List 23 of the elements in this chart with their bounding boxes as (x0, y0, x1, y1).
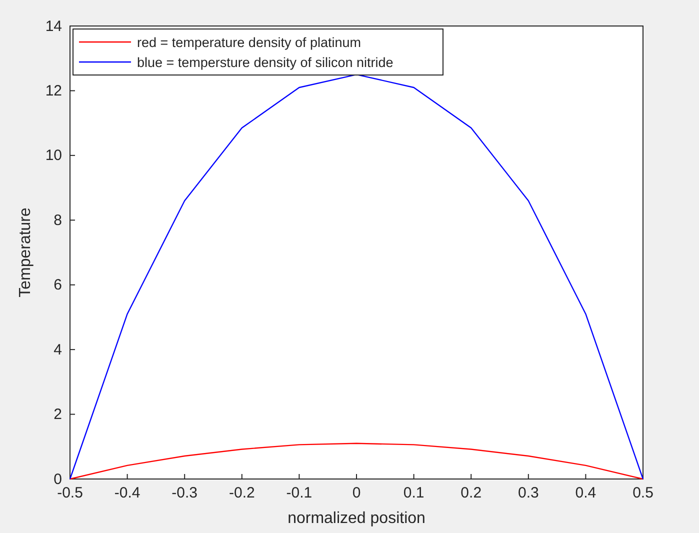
y-tick-label: 6 (54, 276, 62, 294)
y-tick-label: 12 (45, 82, 62, 100)
x-tick-label: 0 (352, 484, 361, 502)
line-series (69, 74, 644, 480)
y-tick-label: 2 (54, 406, 62, 424)
x-tick-label: 0.3 (518, 484, 539, 502)
y-tick-label: 10 (45, 147, 62, 164)
x-tick-label: 0.2 (460, 484, 482, 502)
legend-label: blue = tempersture density of silicon nitride (137, 55, 394, 70)
x-tick-label: -0.3 (172, 484, 198, 502)
x-tick-label: 0.5 (632, 484, 654, 502)
legend-label: red = temperature density of platinum (137, 35, 361, 50)
x-tick-label: -0.1 (286, 484, 312, 502)
y-axis-title: Temperature (17, 207, 34, 298)
y-tick-label: 14 (45, 18, 62, 35)
x-axis-title: normalized position (288, 510, 426, 527)
x-tick-label: 0.1 (403, 484, 424, 502)
x-tick-label: -0.2 (228, 484, 255, 502)
line-series (69, 442, 644, 480)
y-tick-label: 4 (54, 341, 62, 358)
x-tick-label: -0.4 (114, 484, 140, 502)
x-tick-label: 0.4 (575, 484, 596, 502)
y-tick-label: 8 (54, 212, 62, 229)
